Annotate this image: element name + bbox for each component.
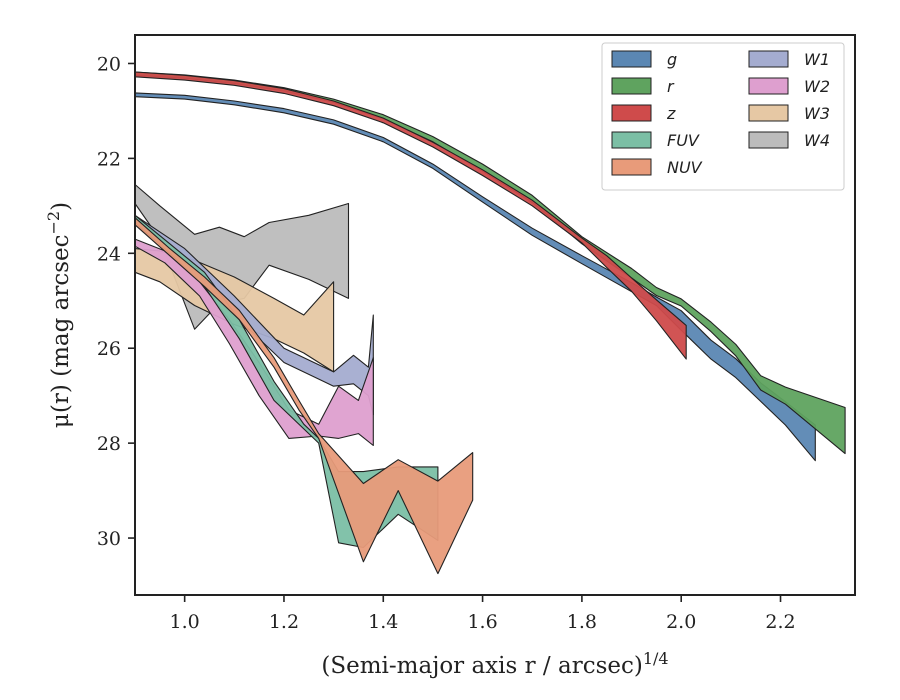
legend-swatch-w2: [748, 77, 789, 95]
legend-label-w1: W1: [804, 50, 830, 69]
legend-swatch-fuv: [611, 131, 652, 149]
x-tick-label: 1.8: [567, 611, 597, 633]
legend-label-fuv: FUV: [667, 131, 700, 150]
y-axis-label: μ(r) (mag arcsec−2): [44, 202, 74, 428]
legend-swatch-r: [611, 77, 652, 95]
y-tick-label: 26: [97, 338, 121, 360]
legend-label-r: r: [667, 77, 675, 96]
x-tick-label: 2.0: [666, 611, 696, 633]
legend-label-w4: W4: [804, 131, 830, 150]
plot-frame: [134, 34, 856, 596]
legend-swatch-w4: [748, 131, 789, 149]
legend-swatch-w3: [748, 104, 789, 122]
y-tick-label: 22: [97, 148, 121, 170]
legend-swatch-g: [611, 50, 652, 68]
legend-label-nuv: NUV: [667, 158, 703, 177]
band-g: [134, 92, 816, 462]
legend-swatch-nuv: [611, 158, 652, 176]
x-tick-label: 2.2: [765, 611, 795, 633]
legend-swatch-z: [611, 104, 652, 122]
band-nuv: [134, 217, 474, 575]
legend-label-z: z: [666, 104, 676, 123]
legend-label-w2: W2: [804, 77, 830, 96]
x-tick-label: 1.6: [467, 611, 497, 633]
y-tick-label: 30: [97, 528, 121, 550]
y-tick-label: 24: [97, 243, 121, 265]
y-axis: 20 22 24 26 28 30: [97, 53, 135, 550]
profile-bands: [134, 71, 846, 575]
x-tick-label: 1.0: [170, 611, 200, 633]
y-tick-label: 20: [97, 53, 121, 75]
x-tick-label: 1.4: [368, 611, 398, 633]
legend-label-g: g: [667, 50, 677, 69]
x-tick-label: 1.2: [269, 611, 299, 633]
legend: grz FUV NUV W1 W2 W3 W4: [601, 42, 845, 191]
x-axis: 1.0 1.2 1.4 1.6 1.8 2.0 2.2: [170, 595, 796, 633]
legend-label-w3: W3: [804, 104, 830, 123]
x-axis-label: (Semi-major axis r / arcsec)1/4: [321, 649, 668, 679]
band-z: [134, 71, 687, 360]
y-tick-label: 28: [97, 433, 121, 455]
legend-swatch-w1: [748, 50, 789, 68]
